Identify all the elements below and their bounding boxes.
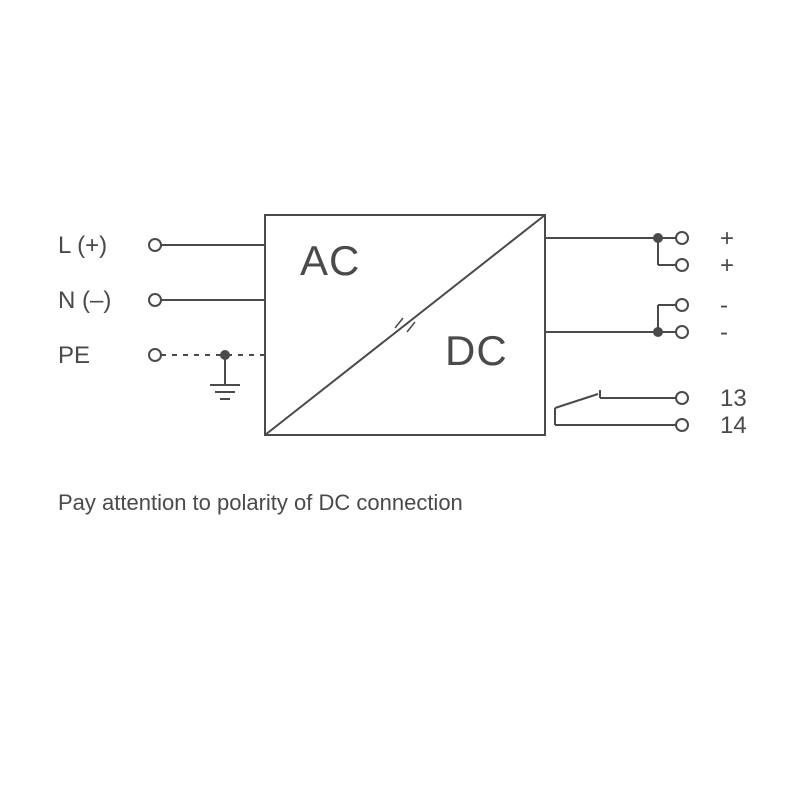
output-terminal-plus1	[676, 232, 688, 244]
input-label-pe: PE	[58, 342, 90, 369]
output-label-14: 14	[720, 412, 747, 439]
ac-label: AC	[300, 237, 360, 284]
input-label-n: N (–)	[58, 287, 111, 314]
output-label-minus1: -	[720, 292, 728, 319]
input-terminal-l	[149, 239, 161, 251]
output-terminal-13	[676, 392, 688, 404]
output-terminal-plus2	[676, 259, 688, 271]
minus-junction-dot	[653, 327, 663, 337]
caption-text: Pay attention to polarity of DC connecti…	[58, 490, 463, 515]
output-label-13: 13	[720, 385, 747, 412]
output-terminal-14	[676, 419, 688, 431]
output-label-plus2: +	[720, 252, 734, 279]
input-terminal-pe	[149, 349, 161, 361]
output-label-plus1: +	[720, 225, 734, 252]
ground-icon	[210, 355, 240, 399]
output-terminal-minus2	[676, 326, 688, 338]
input-terminal-n	[149, 294, 161, 306]
input-label-l: L (+)	[58, 232, 107, 259]
output-terminal-minus1	[676, 299, 688, 311]
wiring-diagram: AC DC L (+) N (–) PE + + - - 13 14	[0, 0, 800, 800]
dc-label: DC	[445, 327, 508, 374]
output-label-minus2: -	[720, 319, 728, 346]
relay-contact-icon	[555, 390, 600, 425]
